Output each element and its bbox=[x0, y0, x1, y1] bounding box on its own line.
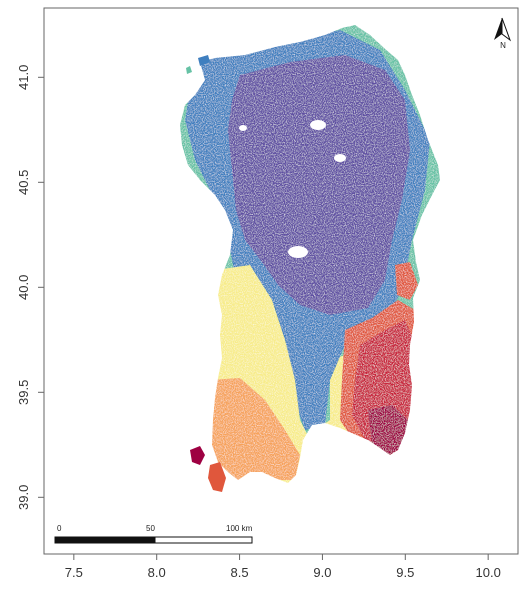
x-tick-label: 7.5 bbox=[65, 565, 83, 580]
scale-label-100: 100 km bbox=[226, 524, 253, 533]
scale-bar-black-segment bbox=[54, 536, 156, 544]
scale-label-0: 0 bbox=[57, 524, 62, 533]
y-tick-label: 39.0 bbox=[16, 485, 31, 510]
x-axis: 7.5 8.0 8.5 9.0 9.5 10.0 bbox=[44, 553, 518, 580]
island-raster bbox=[180, 25, 440, 492]
scale-bar: 0 50 100 km bbox=[54, 524, 253, 544]
north-label: N bbox=[500, 41, 506, 50]
y-tick-label: 41.0 bbox=[16, 65, 31, 90]
y-axis: 39.0 39.5 40.0 40.5 41.0 bbox=[16, 8, 45, 554]
y-tick-label: 40.5 bbox=[16, 170, 31, 195]
x-tick-label: 10.0 bbox=[476, 565, 501, 580]
y-tick-label: 39.5 bbox=[16, 380, 31, 405]
x-tick-label: 9.5 bbox=[396, 565, 414, 580]
scale-bar-white-segment bbox=[154, 536, 253, 544]
x-tick-label: 8.0 bbox=[148, 565, 166, 580]
x-tick-label: 9.0 bbox=[313, 565, 331, 580]
scale-label-50: 50 bbox=[146, 524, 155, 533]
x-tick-label: 8.5 bbox=[231, 565, 249, 580]
north-arrow-icon: N bbox=[494, 17, 512, 50]
y-tick-label: 40.0 bbox=[16, 275, 31, 300]
